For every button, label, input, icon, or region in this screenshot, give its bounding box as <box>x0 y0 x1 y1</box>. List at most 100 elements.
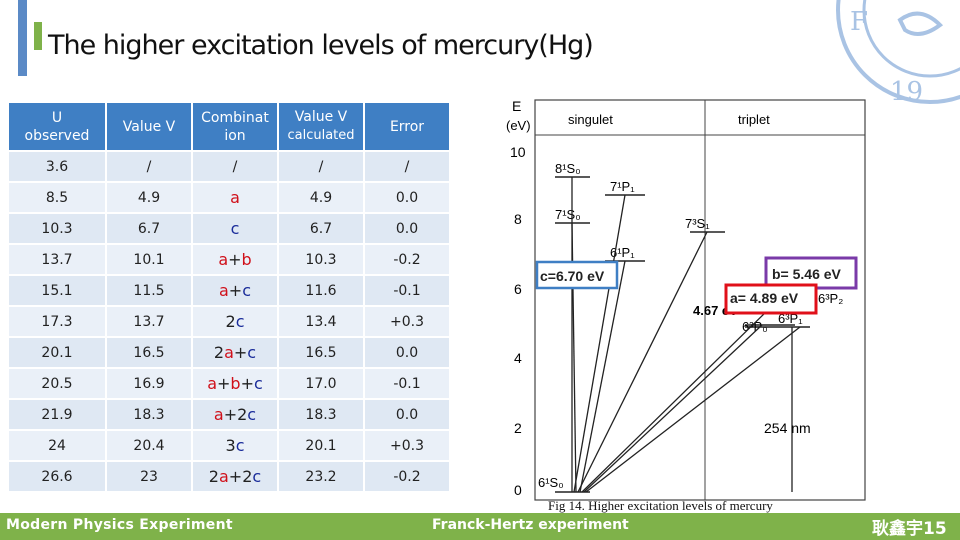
b-value-box <box>764 256 858 290</box>
table-row: 20.1 16.5 2a+c 16.5 0.0 <box>9 338 449 367</box>
y-tick-0: 0 <box>514 482 522 498</box>
footer-author: 耿鑫宇15 <box>872 519 947 539</box>
cell-value-v: 13.7 <box>107 307 191 336</box>
cell-combination: a+2c <box>193 400 277 429</box>
figure-caption: Fig 14. Higher excitation levels of merc… <box>548 498 773 513</box>
column-singulet: singulet <box>568 112 613 127</box>
level-6-3p0: 6³P₀ <box>742 319 768 334</box>
cell-value-v: 6.7 <box>107 214 191 243</box>
header-combination: Combinat ion <box>193 103 277 150</box>
cell-value-calculated: 17.0 <box>279 369 363 398</box>
cell-value-v: 11.5 <box>107 276 191 305</box>
level-7-1p1: 7¹P₁ <box>610 179 635 194</box>
cell-value-calculated: 4.9 <box>279 183 363 212</box>
cell-combination: c <box>193 214 277 243</box>
cell-error: 0.0 <box>365 400 449 429</box>
cell-error: -0.2 <box>365 462 449 491</box>
cell-error: -0.1 <box>365 369 449 398</box>
cell-value-calculated: 23.2 <box>279 462 363 491</box>
cell-error: 0.0 <box>365 183 449 212</box>
cell-value-v: 18.3 <box>107 400 191 429</box>
cell-value-v: 4.9 <box>107 183 191 212</box>
a-value-label: a= 4.89 eV <box>730 290 799 306</box>
table-row: 26.6 23 2a+2c 23.2 -0.2 <box>9 462 449 491</box>
cell-error: +0.3 <box>365 307 449 336</box>
cell-u-observed: 13.7 <box>9 245 105 274</box>
cell-u-observed: 24 <box>9 431 105 460</box>
cell-combination: a+b+c <box>193 369 277 398</box>
footer-bar <box>0 513 960 540</box>
title-accent-bar <box>18 0 27 76</box>
column-triplet: triplet <box>738 112 770 127</box>
cell-error: -0.2 <box>365 245 449 274</box>
cell-value-calculated: 18.3 <box>279 400 363 429</box>
c-value-box <box>535 260 619 290</box>
y-tick-8: 8 <box>514 211 522 227</box>
y-tick-4: 4 <box>514 350 522 366</box>
b-value-label: b= 5.46 eV <box>772 266 842 282</box>
footer-course: Modern Physics Experiment <box>6 517 233 533</box>
y-tick-2: 2 <box>514 420 522 436</box>
cell-value-calculated: 6.7 <box>279 214 363 243</box>
table-row: 3.6// / / <box>9 152 449 181</box>
header-value-v: Value V <box>107 103 191 150</box>
table-row: 10.3 6.7 c 6.7 0.0 <box>9 214 449 243</box>
table-row: 17.3 13.7 2c 13.4 +0.3 <box>9 307 449 336</box>
cell-value-calculated: 13.4 <box>279 307 363 336</box>
y-tick-10: 10 <box>510 144 526 160</box>
cell-u-observed: 17.3 <box>9 307 105 336</box>
energy-level-diagram: E (eV) 10 8 6 4 2 0 singulet triplet 8¹S… <box>506 98 866 501</box>
c-value-label: c=6.70 eV <box>540 268 605 284</box>
level-7-1s0: 7¹S₀ <box>555 207 581 222</box>
svg-text:F: F <box>850 7 868 37</box>
cell-u-observed: 20.5 <box>9 369 105 398</box>
table-row: 13.7 10.1 a+b 10.3 -0.2 <box>9 245 449 274</box>
cell-value-v: 20.4 <box>107 431 191 460</box>
cell-u-observed: 10.3 <box>9 214 105 243</box>
cell-combination: 2c <box>193 307 277 336</box>
level-6-3p2: 6³P₂ <box>818 291 843 306</box>
cell-combination: 2a+2c <box>193 462 277 491</box>
cell-combination: a <box>193 183 277 212</box>
cell-value-calculated: 16.5 <box>279 338 363 367</box>
level-7-3s1: 7³S₁ <box>685 216 710 231</box>
cell-u-observed: 20.1 <box>9 338 105 367</box>
cell-u-observed: 15.1 <box>9 276 105 305</box>
cell-value-calculated: 11.6 <box>279 276 363 305</box>
cell-value-v: 10.1 <box>107 245 191 274</box>
cell-value-v: 16.9 <box>107 369 191 398</box>
cell-u-observed: 8.5 <box>9 183 105 212</box>
level-6-1s0: 6¹S₀ <box>538 475 564 490</box>
cell-error: +0.3 <box>365 431 449 460</box>
cell-error: / <box>365 152 449 181</box>
cell-value-v: / <box>107 152 191 181</box>
footer-experiment: Franck-Hertz experiment <box>432 517 629 533</box>
table-row: 8.5 4.9 a 4.9 0.0 <box>9 183 449 212</box>
table-row: 21.9 18.3 a+2c 18.3 0.0 <box>9 400 449 429</box>
cell-combination: 2a+c <box>193 338 277 367</box>
cell-value-v: 23 <box>107 462 191 491</box>
table-row: 15.1 11.5 a+c 11.6 -0.1 <box>9 276 449 305</box>
svg-text:19: 19 <box>890 77 923 107</box>
y-tick-6: 6 <box>514 281 522 297</box>
cell-value-calculated: 20.1 <box>279 431 363 460</box>
y-axis-label: E <box>512 98 521 114</box>
cell-u-observed: 21.9 <box>9 400 105 429</box>
cell-error: -0.1 <box>365 276 449 305</box>
cell-u-observed: 26.6 <box>9 462 105 491</box>
y-axis-unit: (eV) <box>506 118 531 133</box>
header-error: Error <box>365 103 449 150</box>
table-row: 24 20.4 3c 20.1 +0.3 <box>9 431 449 460</box>
cell-combination: 3c <box>193 431 277 460</box>
cell-combination: a+c <box>193 276 277 305</box>
cell-value-v: 16.5 <box>107 338 191 367</box>
title-accent-bar-green <box>34 22 42 50</box>
cell-error: 0.0 <box>365 338 449 367</box>
cell-combination: / <box>193 152 277 181</box>
cell-error: 0.0 <box>365 214 449 243</box>
cell-value-calculated: 10.3 <box>279 245 363 274</box>
university-logo-watermark: F 19 <box>836 0 960 107</box>
